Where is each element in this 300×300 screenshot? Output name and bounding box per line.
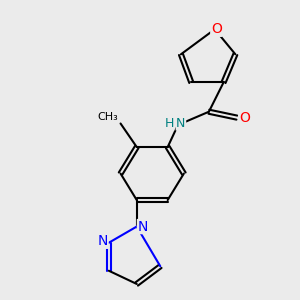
Text: O: O xyxy=(239,111,250,124)
Text: H: H xyxy=(164,117,174,130)
Text: N: N xyxy=(176,117,186,130)
Text: N: N xyxy=(98,234,108,248)
Text: O: O xyxy=(211,22,222,36)
Text: N: N xyxy=(137,220,148,234)
Text: CH₃: CH₃ xyxy=(98,112,118,122)
